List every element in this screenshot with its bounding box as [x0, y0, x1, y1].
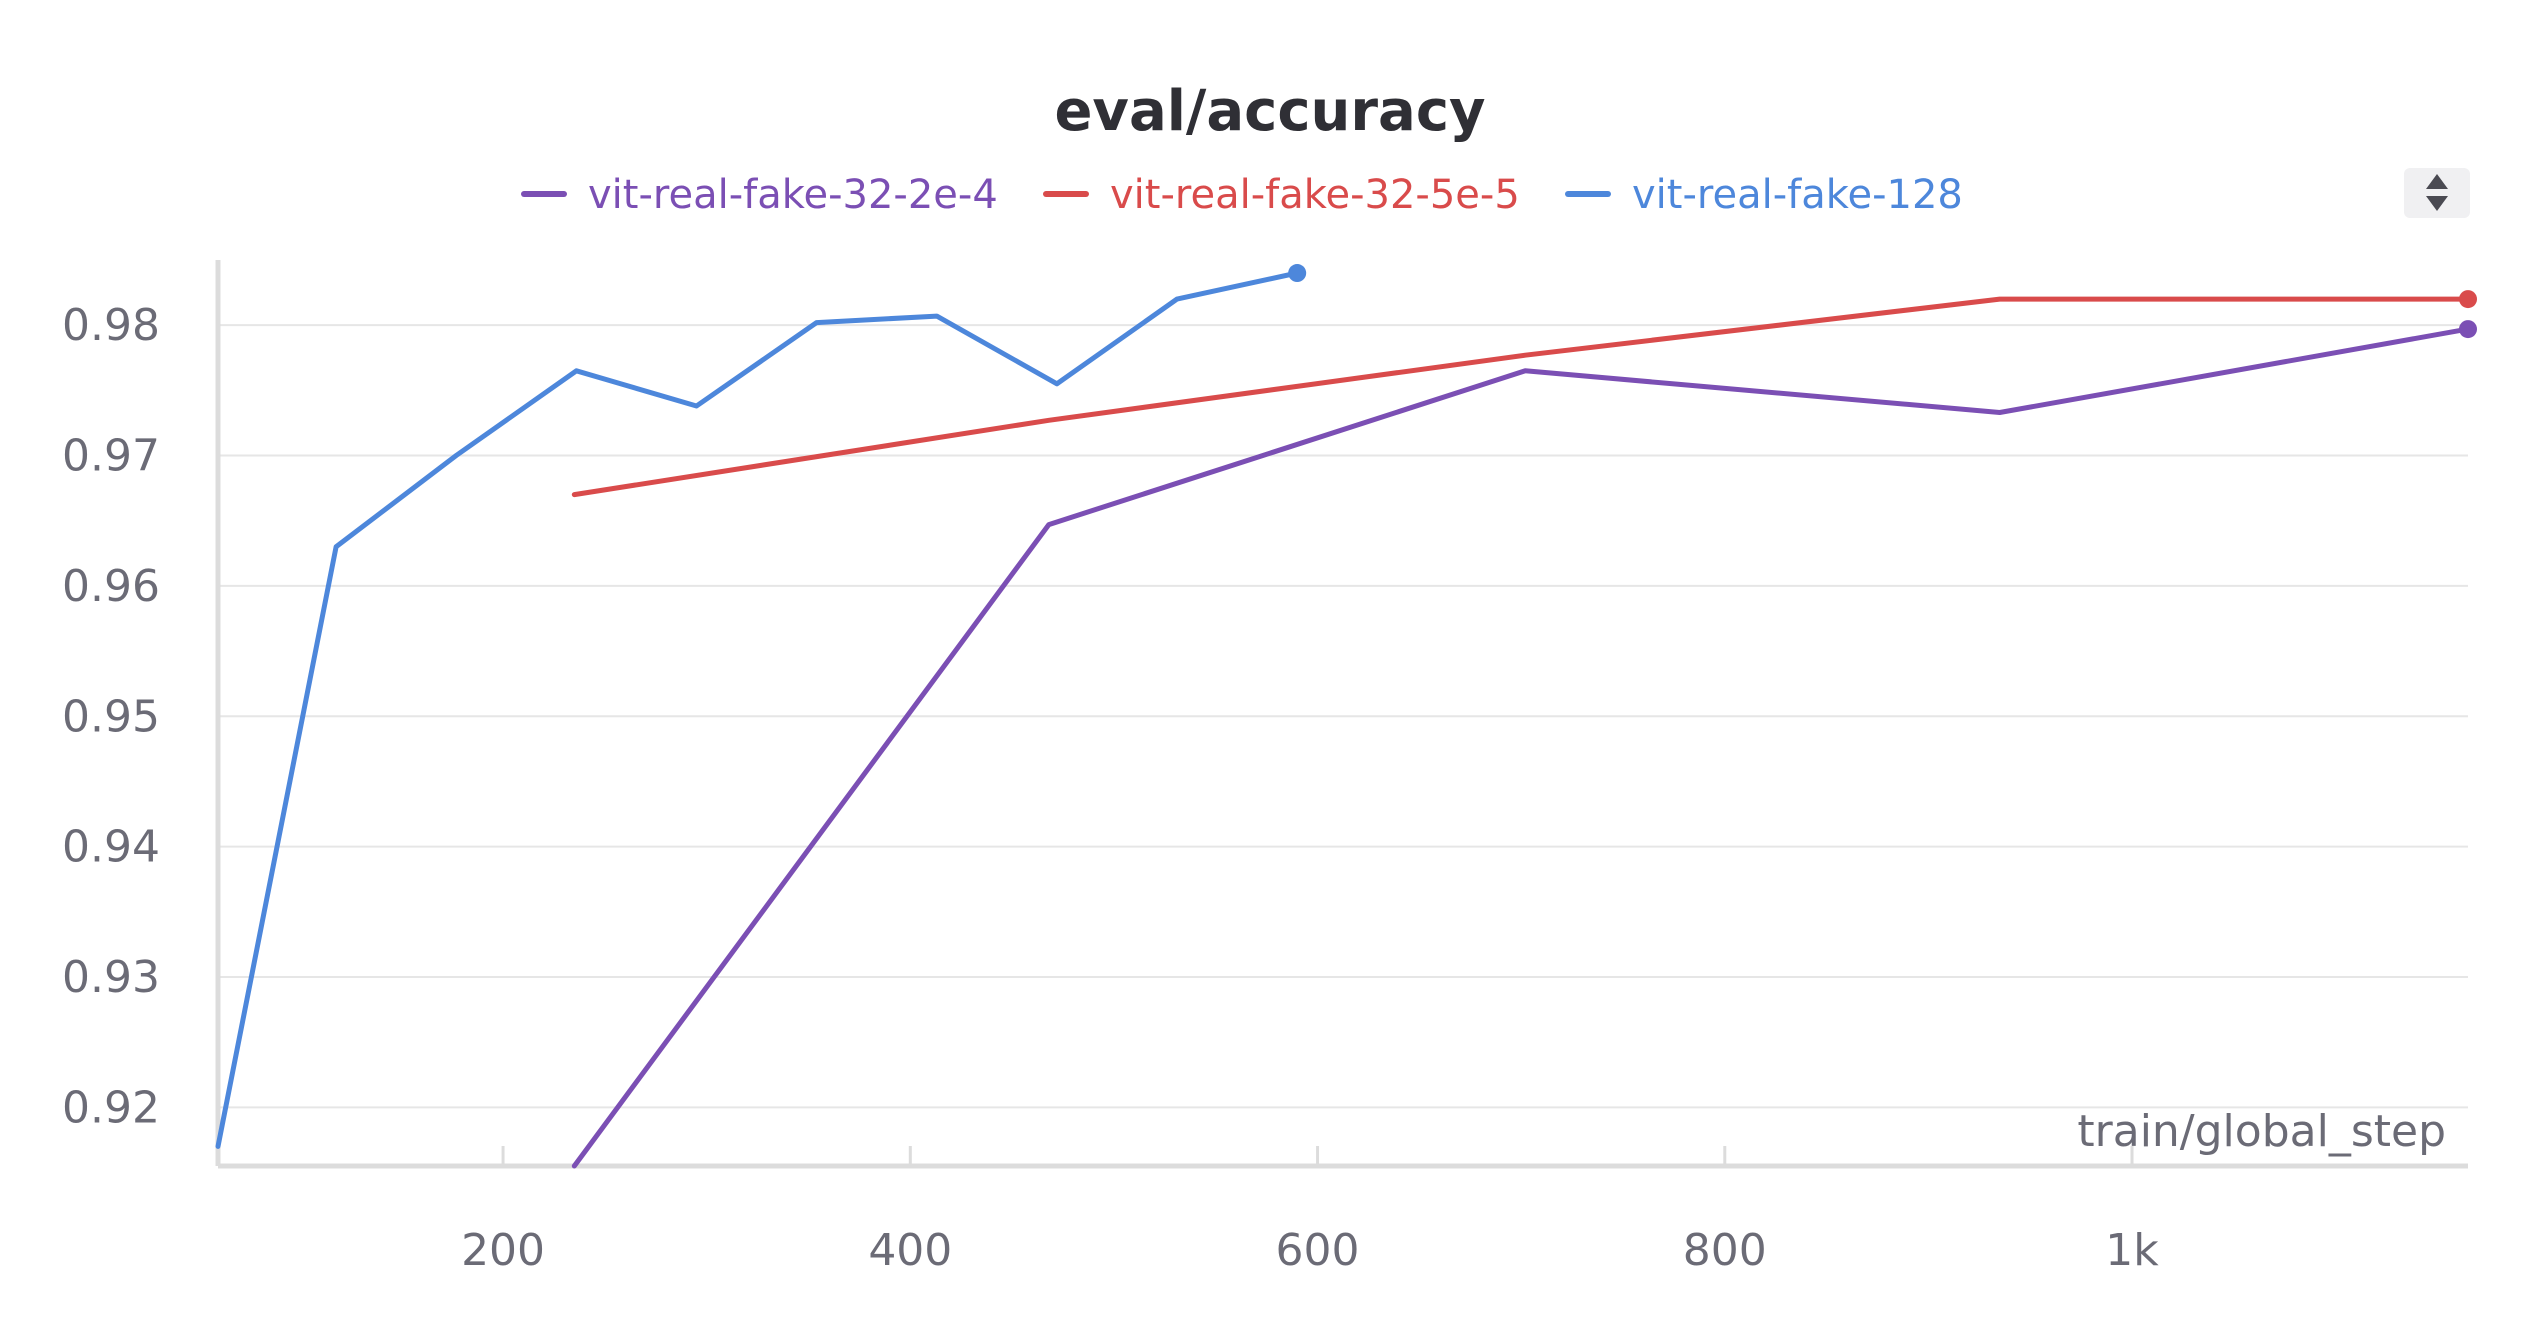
y-tick-label: 0.94	[62, 822, 160, 873]
chevron-up-icon[interactable]	[2426, 174, 2448, 189]
legend-scroll-stepper[interactable]	[2404, 168, 2470, 218]
y-tick-label: 0.95	[62, 691, 160, 742]
x-tick-label: 600	[1276, 1225, 1360, 1276]
x-axis-title: train/global_step	[2077, 1106, 2446, 1157]
x-tick-label: 200	[461, 1225, 545, 1276]
x-tick-label: 1k	[2105, 1225, 2159, 1276]
chart-title: eval/accuracy	[1054, 79, 1485, 144]
series-line-3[interactable]	[215, 270, 1300, 1149]
legend-item-series-1[interactable]: vit-real-fake-32-2e-4	[521, 172, 998, 218]
y-tick-label: 0.92	[62, 1082, 160, 1133]
y-tick-label: 0.96	[62, 561, 160, 612]
legend-label-series-1: vit-real-fake-32-2e-4	[588, 172, 998, 218]
series-endpoint-1[interactable]	[2459, 320, 2477, 339]
series-lines	[215, 264, 2477, 1169]
series-line-1[interactable]	[571, 326, 2471, 1169]
legend-item-series-2[interactable]: vit-real-fake-32-5e-5	[1043, 172, 1520, 218]
y-tick-label: 0.97	[62, 431, 160, 482]
legend-item-series-3[interactable]: vit-real-fake-128	[1565, 172, 1963, 218]
chevron-down-icon[interactable]	[2426, 196, 2448, 211]
legend-label-series-2: vit-real-fake-32-5e-5	[1110, 172, 1520, 218]
series-endpoint-3[interactable]	[1288, 264, 1307, 283]
legend-label-series-3: vit-real-fake-128	[1632, 172, 1963, 218]
y-axis-ticks: 0.92 0.93 0.94 0.95 0.96 0.97 0.98	[62, 300, 160, 1133]
grid	[218, 324, 2468, 1109]
series-line-2[interactable]	[571, 296, 2471, 498]
axes	[215, 260, 2468, 1169]
y-tick-label: 0.93	[62, 952, 160, 1003]
x-tick-label: 400	[868, 1225, 952, 1276]
y-tick-label: 0.98	[62, 300, 160, 351]
series-endpoint-2[interactable]	[2459, 290, 2477, 309]
legend: vit-real-fake-32-2e-4 vit-real-fake-32-5…	[521, 172, 1963, 218]
x-axis-ticks: 200 400 600 800 1k	[461, 1146, 2159, 1276]
x-tick-label: 800	[1683, 1225, 1767, 1276]
